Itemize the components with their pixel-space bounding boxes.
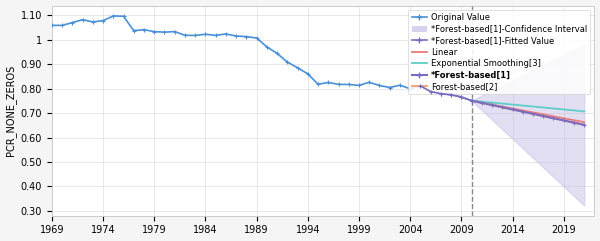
Legend: Original Value, *Forest-based[1]-Confidence Interval, *Forest-based[1]-Fitted Va: Original Value, *Forest-based[1]-Confide… xyxy=(408,10,590,94)
Y-axis label: PCR_NONE_ZEROS: PCR_NONE_ZEROS xyxy=(5,65,16,156)
